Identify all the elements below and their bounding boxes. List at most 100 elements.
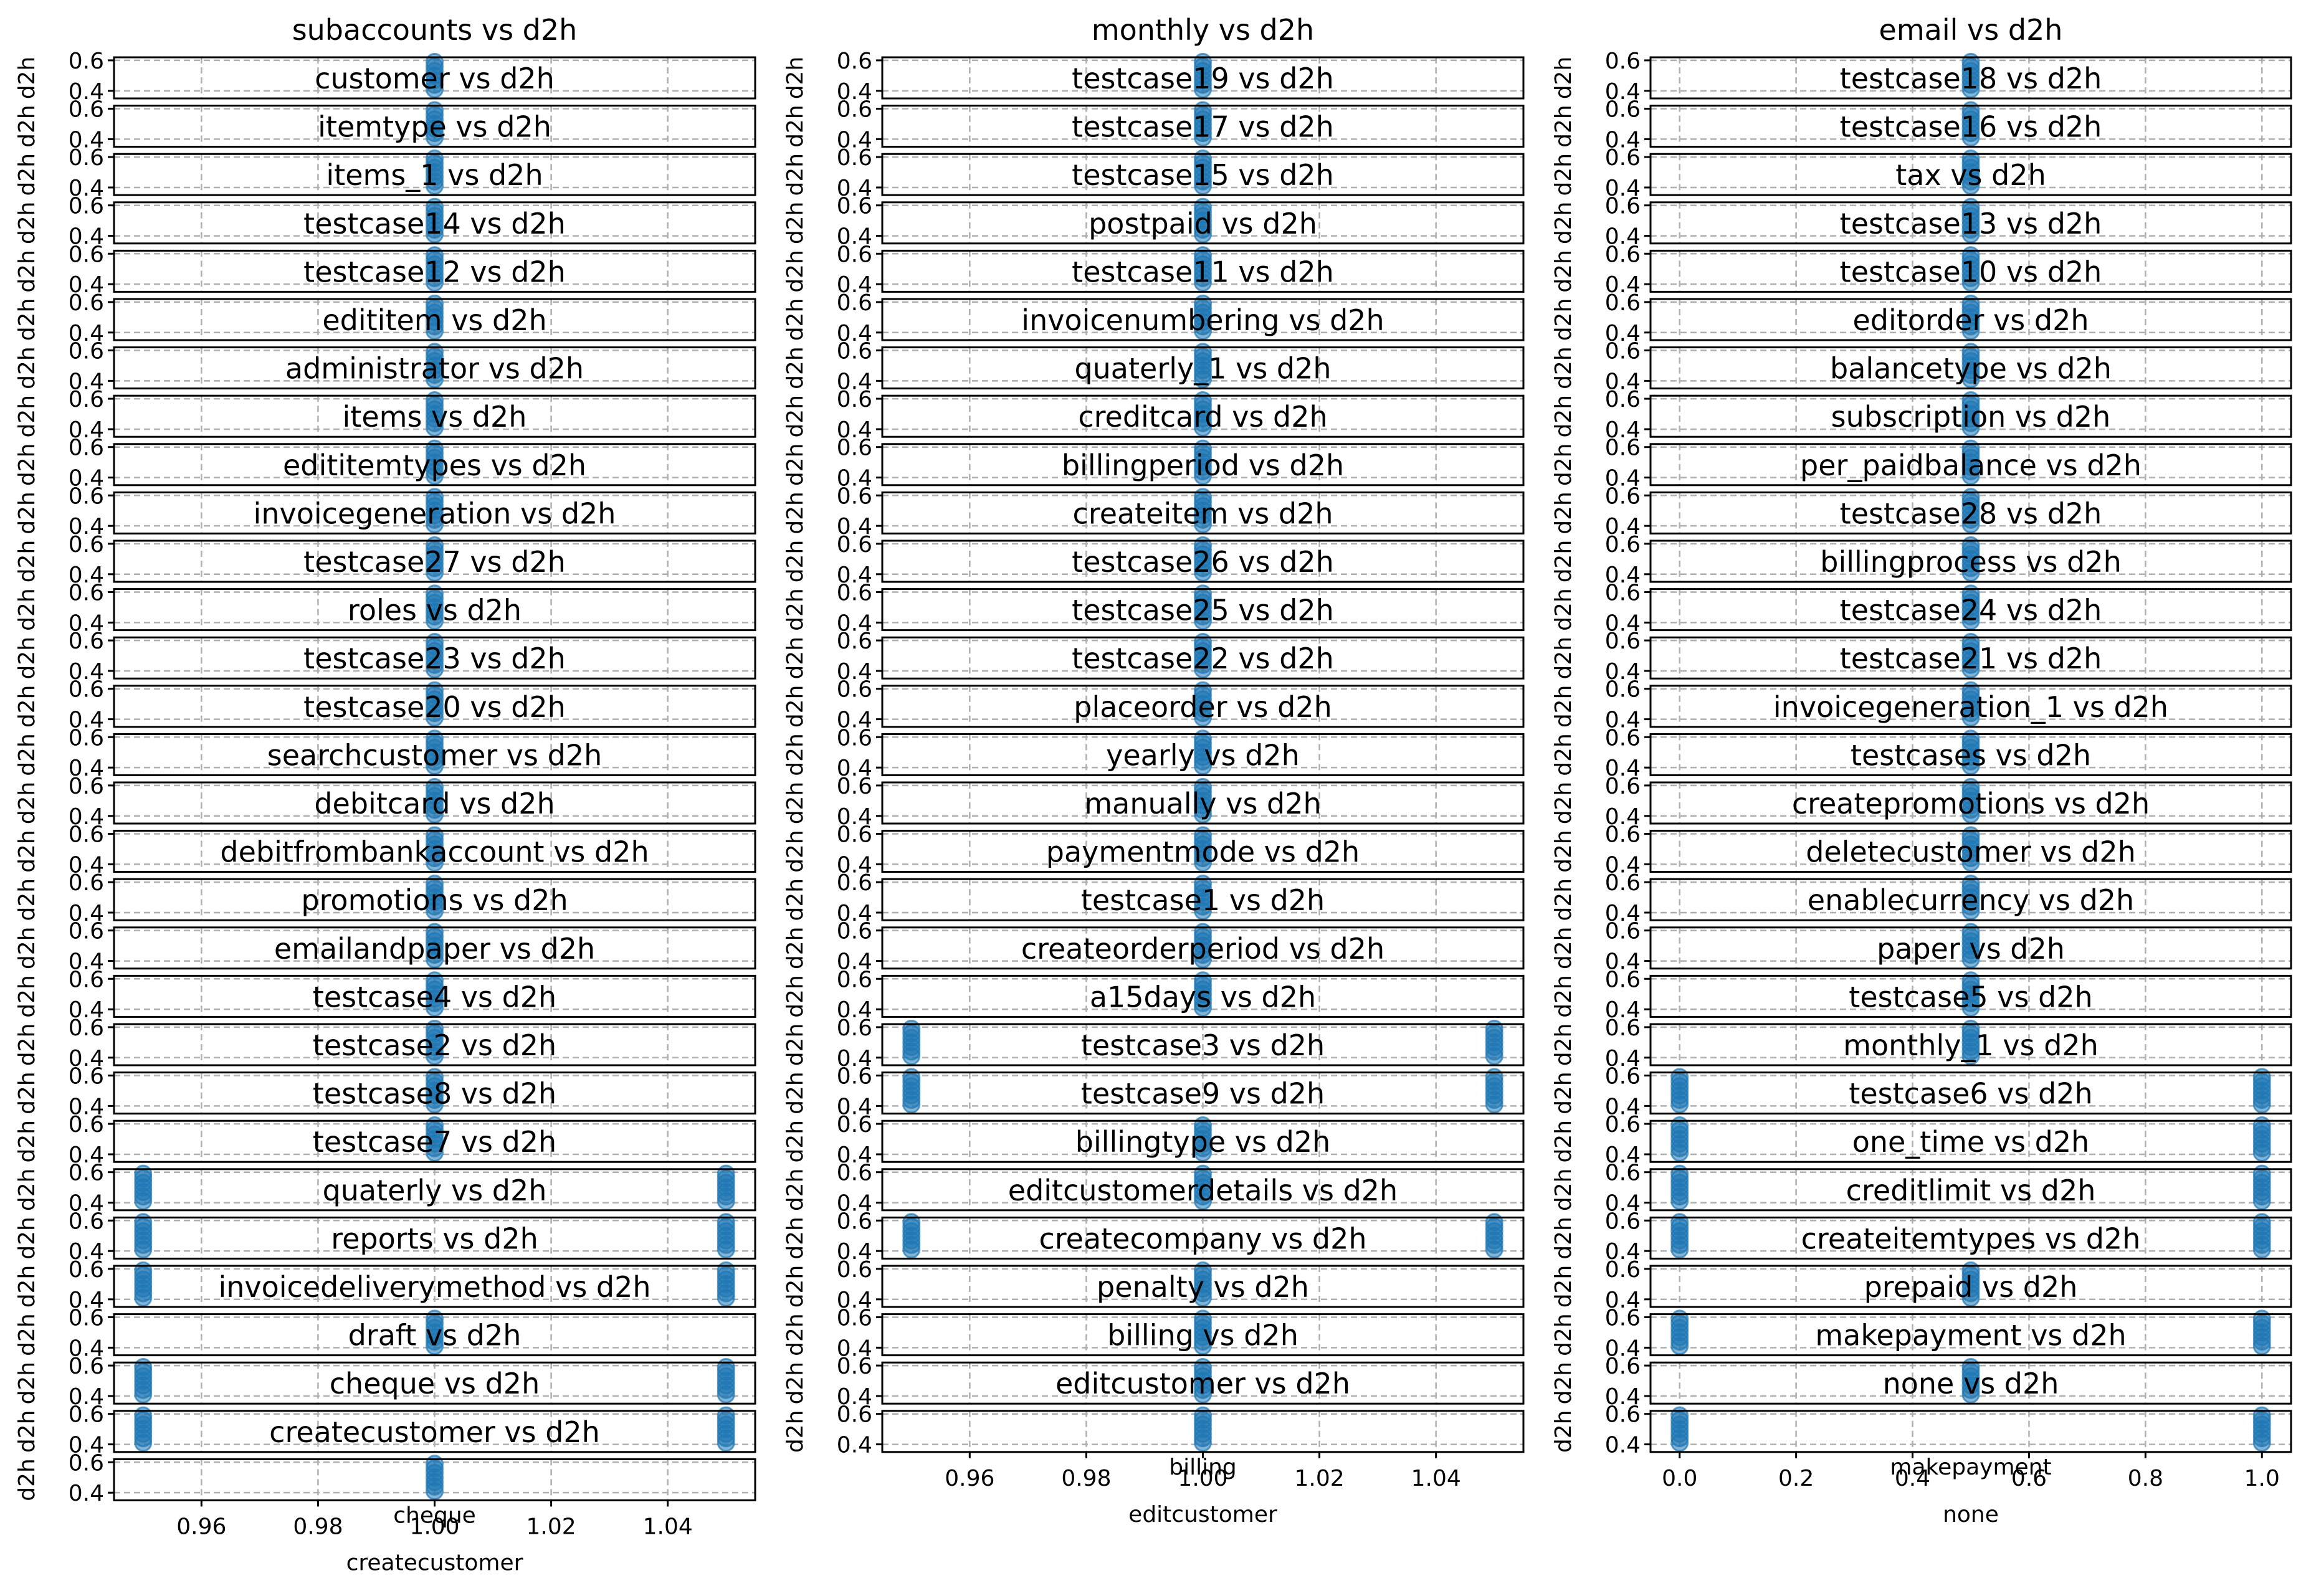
y-axis-label: d2h bbox=[1551, 878, 1576, 921]
y-axis-label: d2h bbox=[1551, 298, 1576, 341]
subplot: 0.4 0.6 testcase13 vs d2h d2h bbox=[1551, 194, 2292, 250]
y-tick-label: 0.6 bbox=[1605, 774, 1641, 799]
subplot: 0.4 0.6 testcase9 vs d2h d2h bbox=[783, 1063, 1525, 1119]
subplot: 0.4 0.6 monthly_1 vs d2h d2h bbox=[1551, 1015, 2292, 1071]
y-tick-label: 0.4 bbox=[69, 756, 104, 781]
y-tick-label: 0.4 bbox=[1605, 852, 1641, 878]
subplot: 0.4 0.6 testcase20 vs d2h d2h bbox=[14, 677, 756, 733]
subplot: 0.4 0.6 editcustomerdetails vs d2h d2h bbox=[783, 1161, 1525, 1217]
subplot-title: itemtype vs d2h bbox=[318, 110, 551, 144]
y-tick-label: 0.6 bbox=[837, 629, 872, 654]
subplot-title: reports vs d2h bbox=[331, 1222, 538, 1255]
subplot: 0.4 0.6 testcase25 vs d2h d2h bbox=[783, 580, 1525, 636]
subplot: 0.4 0.6 creditcard vs d2h d2h bbox=[783, 387, 1525, 443]
y-tick-label: 0.4 bbox=[837, 369, 872, 394]
y-tick-label: 0.6 bbox=[837, 435, 872, 461]
y-tick-label: 0.4 bbox=[1605, 756, 1641, 781]
subplot-title: invoicegeneration_1 vs d2h bbox=[1773, 690, 2168, 724]
subplot-title: items_1 vs d2h bbox=[326, 158, 543, 192]
y-axis-label: d2h bbox=[783, 540, 808, 583]
data-point bbox=[717, 1261, 735, 1280]
axes-frame bbox=[881, 201, 1525, 245]
subplot: 0.4 0.6 testcase1 vs d2h d2h bbox=[783, 870, 1525, 926]
y-tick-label: 0.6 bbox=[837, 1209, 872, 1234]
data-point bbox=[902, 1213, 921, 1232]
y-tick-label: 0.4 bbox=[837, 1094, 872, 1119]
y-tick-label: 0.6 bbox=[69, 919, 104, 944]
axes-frame bbox=[113, 539, 756, 583]
y-axis-label: d2h bbox=[783, 733, 808, 776]
subplot: 0.4 0.6 d2h bbox=[783, 1402, 1525, 1458]
subplot: 0.4 0.6 testcase10 vs d2h d2h bbox=[1551, 242, 2292, 298]
subplot: 0.4 0.6 testcase4 vs d2h d2h bbox=[14, 967, 756, 1023]
subplot-title: testcases vs d2h bbox=[1851, 738, 2091, 772]
subplot: 0.4 0.6 testcase27 vs d2h d2h bbox=[14, 532, 756, 588]
subplot: 0.4 0.6 createpromotions vs d2h d2h bbox=[1551, 774, 2292, 830]
y-tick-label: 0.6 bbox=[837, 1354, 872, 1379]
y-axis-label: d2h bbox=[783, 1120, 808, 1163]
axes-frame bbox=[113, 1410, 756, 1453]
subplot: 0.4 0.6 testcase17 vs d2h d2h bbox=[783, 97, 1525, 153]
axes-frame bbox=[113, 685, 756, 728]
y-tick-label: 0.6 bbox=[1605, 1015, 1641, 1041]
axes-frame bbox=[1649, 1071, 2292, 1115]
y-axis-label: d2h bbox=[783, 346, 808, 389]
y-axis-label: d2h bbox=[783, 57, 808, 100]
y-axis-label: d2h bbox=[14, 1265, 40, 1308]
y-tick-label: 0.6 bbox=[69, 1063, 104, 1089]
y-tick-label: 0.6 bbox=[69, 145, 104, 171]
axes-frame bbox=[881, 1071, 1525, 1115]
subplot: 0.4 0.6 manually vs d2h d2h bbox=[783, 774, 1525, 830]
y-tick-label: 0.4 bbox=[837, 901, 872, 926]
y-tick-label: 0.4 bbox=[69, 369, 104, 394]
data-point bbox=[1485, 1068, 1503, 1086]
y-tick-label: 0.6 bbox=[69, 967, 104, 992]
y-tick-label: 0.4 bbox=[69, 1336, 104, 1361]
y-axis-label: d2h bbox=[1551, 153, 1576, 196]
y-tick-label: 0.4 bbox=[69, 127, 104, 153]
subplot-title: testcase3 vs d2h bbox=[1081, 1028, 1325, 1062]
y-tick-label: 0.4 bbox=[69, 708, 104, 733]
y-tick-label: 0.4 bbox=[1605, 997, 1641, 1023]
y-tick-label: 0.4 bbox=[1605, 127, 1641, 153]
subplot: 0.4 0.6 testcase5 vs d2h d2h bbox=[1551, 967, 2292, 1023]
y-axis-label: d2h bbox=[1551, 492, 1576, 534]
y-axis-label: d2h bbox=[14, 444, 40, 487]
y-tick-label: 0.4 bbox=[1605, 369, 1641, 394]
y-tick-label: 0.6 bbox=[69, 483, 104, 509]
y-tick-label: 0.6 bbox=[1605, 822, 1641, 847]
subplot-title: postpaid vs d2h bbox=[1089, 207, 1317, 240]
subplot-title: testcase5 vs d2h bbox=[1849, 980, 2092, 1014]
y-tick-label: 0.6 bbox=[1605, 1354, 1641, 1379]
axes-frame bbox=[881, 394, 1525, 438]
data-point bbox=[1485, 1213, 1503, 1232]
axes-frame bbox=[1649, 1410, 2292, 1453]
axes-frame bbox=[113, 733, 756, 776]
axes-frame bbox=[1649, 1216, 2292, 1260]
y-tick-label: 0.6 bbox=[837, 580, 872, 606]
axes-frame bbox=[113, 346, 756, 390]
axes-frame bbox=[1649, 201, 2292, 245]
subplot-title: testcase18 vs d2h bbox=[1840, 62, 2102, 95]
data-point bbox=[2252, 1213, 2271, 1232]
subplot: 0.4 0.6 testcase21 vs d2h d2h bbox=[1551, 629, 2292, 685]
axes-frame bbox=[1649, 539, 2292, 583]
subplot: 0.4 0.6 a15days vs d2h d2h bbox=[783, 967, 1525, 1023]
y-axis-label: d2h bbox=[14, 492, 40, 534]
y-tick-label: 0.4 bbox=[69, 79, 104, 105]
subplot-title: testcase14 vs d2h bbox=[303, 207, 566, 240]
subplot: 0.4 0.6 itemtype vs d2h d2h bbox=[14, 97, 756, 153]
y-tick-label: 0.4 bbox=[1605, 1384, 1641, 1410]
y-tick-label: 0.4 bbox=[837, 610, 872, 636]
subplot-title: placeorder vs d2h bbox=[1074, 690, 1332, 724]
y-tick-label: 0.4 bbox=[837, 1239, 872, 1265]
subplot-title: invoicedeliverymethod vs d2h bbox=[218, 1270, 650, 1304]
y-tick-label: 0.4 bbox=[69, 563, 104, 588]
axes-frame bbox=[1649, 974, 2292, 1018]
y-axis-label: d2h bbox=[1551, 444, 1576, 487]
subplot-title: testcase1 vs d2h bbox=[1081, 883, 1325, 917]
axes-frame bbox=[881, 1313, 1525, 1357]
subplot: 0.4 0.6 createorderperiod vs d2h d2h bbox=[783, 919, 1525, 975]
axes-frame bbox=[113, 636, 756, 680]
